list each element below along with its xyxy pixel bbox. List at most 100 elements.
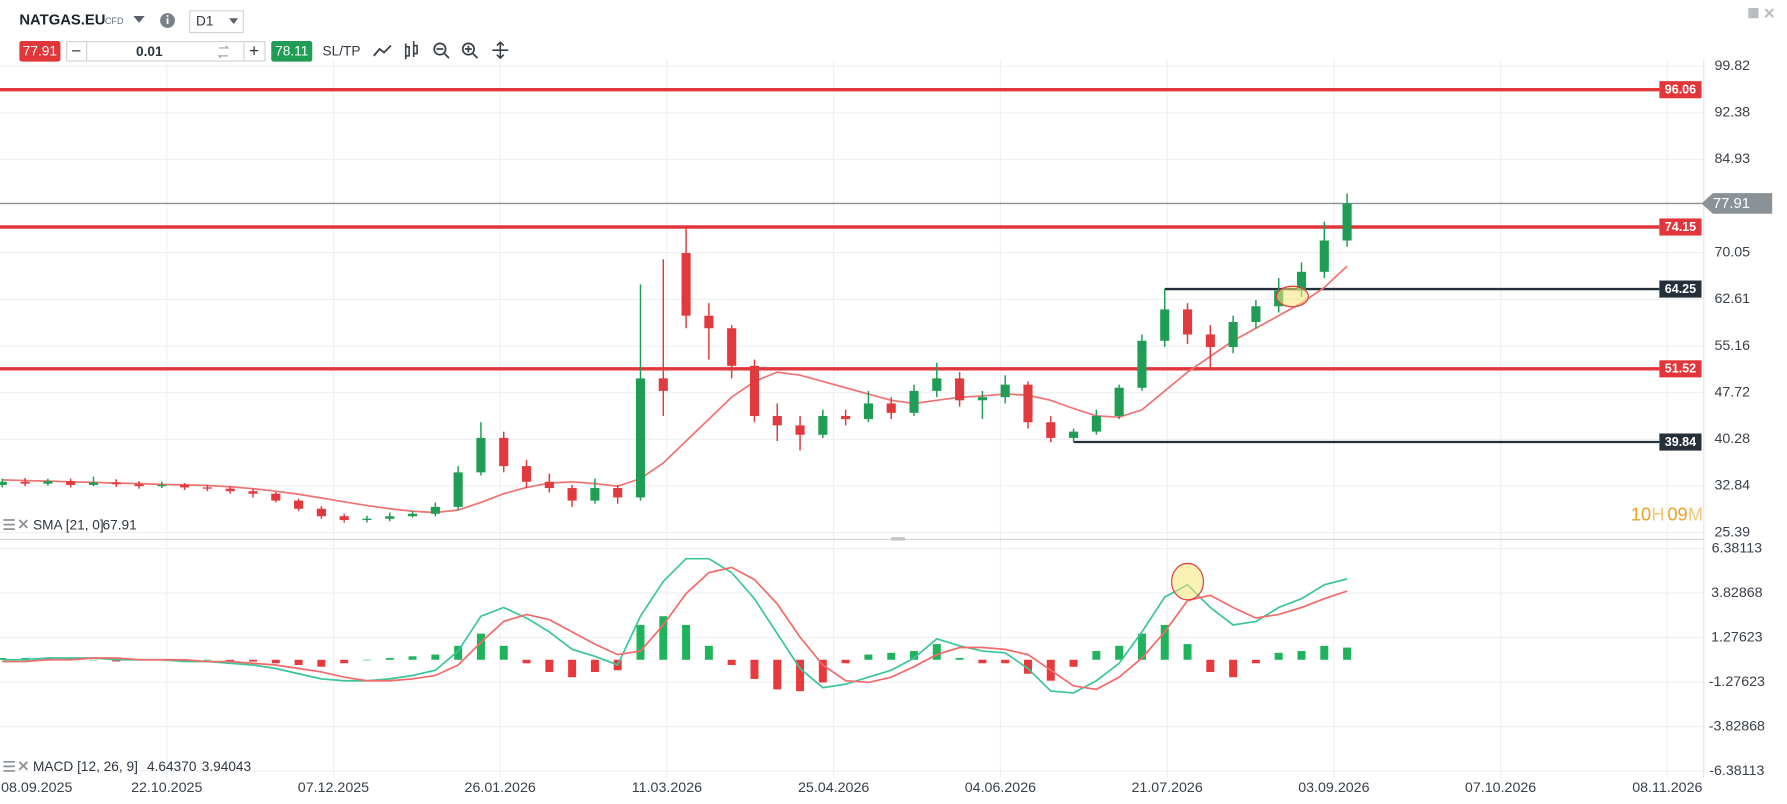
zoom-out-icon[interactable] — [433, 42, 447, 56]
grid — [0, 59, 1705, 778]
settings-icon[interactable] — [3, 519, 15, 531]
axis-labels: 99.82 92.38 84.93 70.05 62.61 55.16 47.72 40.28… — [1, 58, 1773, 796]
macd-histogram-bar — [704, 645, 713, 660]
info-icon-glyph — [166, 15, 169, 17]
timeframe-select[interactable] — [189, 10, 244, 34]
level-label: 39.84 — [1665, 435, 1696, 449]
sell-price: 77.91 — [23, 43, 57, 58]
countdown-minutes-unit: M — [1688, 503, 1703, 524]
macd-histogram-bar — [636, 624, 645, 660]
sma-name: SMA [21, 0] — [33, 517, 104, 532]
candle-body — [362, 518, 372, 521]
last-price-tag — [1701, 193, 1773, 214]
macd-histogram-bar — [545, 659, 554, 672]
macd-histogram-bar — [727, 659, 736, 666]
macd-legend: MACD [12, 26, 9] 4.64370 3.94043 — [3, 759, 251, 774]
candle-body — [1182, 309, 1193, 335]
level-label: 64.25 — [1665, 282, 1696, 296]
candle-body — [567, 488, 577, 501]
candle-body — [202, 487, 212, 489]
volume-toggle-icon[interactable] — [217, 45, 230, 59]
candle-body — [772, 415, 782, 426]
volume-input[interactable]: 0.01 — [136, 44, 163, 59]
candle-body — [453, 472, 463, 507]
macd-histogram-bar — [249, 659, 257, 662]
candle-body — [955, 378, 965, 401]
symbol-dropdown[interactable] — [133, 15, 145, 23]
candle-body — [1319, 240, 1329, 272]
candle-body — [635, 378, 646, 498]
level-label: 51.52 — [1665, 362, 1696, 376]
level-label-box — [1659, 218, 1702, 236]
macd-histogram-bar — [841, 659, 850, 664]
y-tick-label: 84.93 — [1714, 151, 1750, 167]
y-tick-label: 92.38 — [1714, 105, 1750, 121]
candle-body — [818, 415, 828, 435]
macd-histogram-bar — [226, 659, 235, 662]
candle-body — [590, 488, 600, 501]
macd-histogram-bar — [978, 659, 987, 664]
macd-histogram-bar — [796, 659, 805, 692]
close-button[interactable] — [1764, 8, 1775, 18]
minimize-button[interactable] — [1748, 7, 1759, 19]
candle-body — [1000, 384, 1010, 398]
timeframe-dropdown — [229, 18, 239, 24]
macd-histogram-bar — [1160, 624, 1169, 660]
macd-histogram-bar — [1343, 647, 1352, 660]
candle-body — [43, 481, 53, 484]
macd-histogram-bar — [180, 659, 189, 662]
y-tick-label: 55.16 — [1714, 338, 1750, 354]
candle-body — [1228, 321, 1238, 348]
remove-icon[interactable] — [18, 519, 28, 529]
candle-body — [749, 365, 760, 416]
x-tick-label: 22.10.2025 — [131, 780, 202, 796]
zoom-in-glyph — [464, 45, 479, 59]
remove-icon[interactable] — [18, 761, 28, 771]
panel-resize-handle[interactable] — [891, 537, 905, 541]
macd-histogram-bar — [1320, 645, 1329, 660]
level-label: 74.15 — [1665, 220, 1696, 234]
candle-body — [613, 488, 623, 498]
candle-body — [271, 493, 281, 501]
candle-type-icon[interactable] — [404, 41, 418, 60]
pan-icon[interactable] — [492, 41, 509, 60]
line-type-icon[interactable] — [373, 44, 392, 57]
candle-body — [841, 415, 851, 420]
sell-button[interactable] — [19, 41, 61, 62]
macd-histogram-bar — [1251, 659, 1260, 664]
highlight-circle — [1171, 562, 1205, 601]
x-tick-label: 26.01.2026 — [465, 780, 536, 796]
symbol[interactable]: NATGAS.EU — [19, 12, 105, 28]
y-tick-label: 3.82868 — [1711, 585, 1763, 601]
volume-increase[interactable]: + — [249, 41, 259, 60]
macd-histogram-bar — [864, 654, 873, 660]
candle-body — [521, 466, 532, 482]
macd-histogram-bar — [1001, 659, 1010, 664]
candle-body — [681, 253, 691, 316]
macd-histogram-bar — [1274, 652, 1283, 660]
macd-histogram-bar — [271, 659, 280, 664]
y-tick-label: 6.38113 — [1712, 540, 1763, 556]
zoom-in-icon[interactable] — [461, 42, 475, 56]
macd-histogram-bar — [112, 659, 121, 662]
sma-value: 67.91 — [103, 517, 137, 532]
buy-button[interactable] — [271, 41, 313, 62]
sl-tp-button[interactable]: SL/TP — [323, 43, 361, 58]
candle-body — [111, 482, 121, 485]
macd-histogram-bar — [773, 659, 782, 690]
macd-histogram-bar — [1023, 659, 1032, 674]
timeframe: D1 — [196, 13, 213, 28]
macd-histogram-bar — [385, 658, 394, 660]
y-tick-label: 40.28 — [1714, 431, 1750, 447]
macd-histogram-bar — [340, 659, 349, 664]
candle-body — [1137, 340, 1147, 388]
macd-histogram-bar — [499, 645, 508, 660]
macd-histogram-bar — [1183, 644, 1192, 660]
volume-decrease[interactable]: − — [71, 41, 81, 60]
y-tick-label: 47.72 — [1714, 384, 1750, 400]
macd-histogram-bar — [476, 633, 485, 660]
instrument-type: CFD — [105, 16, 124, 26]
settings-icon[interactable] — [3, 760, 15, 772]
macd-histogram-bar — [1206, 659, 1215, 672]
x-tick-label: 07.12.2025 — [298, 780, 369, 796]
